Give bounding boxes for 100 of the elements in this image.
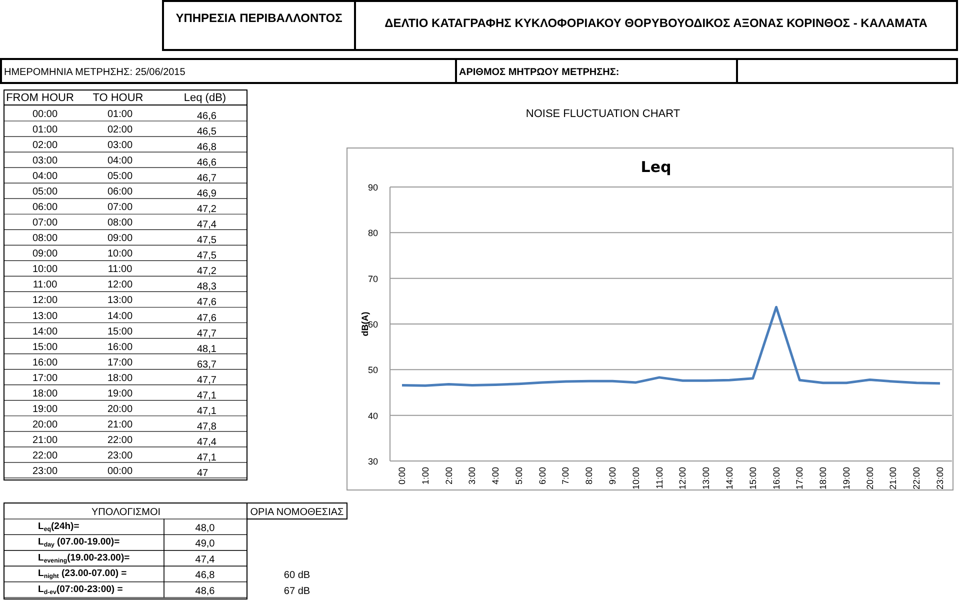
text: ΥΠΗΡΕΣΙΑ ΠΕΡΙΒΑΛΛΟΝΤΟΣ <box>176 11 342 25</box>
text: 21:00 <box>32 434 58 446</box>
x-tick-label: 21:00 <box>888 467 898 490</box>
text: 46,9 <box>197 188 217 200</box>
text: 13:00 <box>32 310 58 322</box>
text: 10:00 <box>107 248 133 260</box>
text: 47,1 <box>197 406 217 417</box>
x-tick-label: 5:00 <box>514 467 524 485</box>
x-tick-label: 18:00 <box>818 467 828 490</box>
text: 00:00 <box>107 466 133 477</box>
text: 47,5 <box>197 235 217 246</box>
text: 47,1 <box>197 390 217 402</box>
text: 06:00 <box>107 186 133 198</box>
text: 10:00 <box>32 264 58 276</box>
text: L$_{day}$ (07.00-19.00)= <box>38 536 120 549</box>
chart-title: NOISE FLUCTUATION CHART <box>526 108 680 120</box>
text: TO HOUR <box>92 92 144 104</box>
text: 18:00 <box>107 372 133 384</box>
y-tick-label: 90 <box>368 182 378 192</box>
text: 01:00 <box>107 109 133 120</box>
text: ΗΜΕΡΟΜΗΝΙΑ ΜΕΤΡΗΣΗΣ: 25/06/2015 <box>4 67 186 78</box>
y-tick-label: 50 <box>368 365 378 376</box>
text: 22:00 <box>32 450 58 462</box>
text: 21:00 <box>107 419 133 430</box>
y-axis-title: dB(A) <box>360 312 370 336</box>
text: 12:00 <box>107 280 133 291</box>
text: 47,6 <box>197 297 217 308</box>
text: 63,7 <box>197 359 217 370</box>
text: 15:00 <box>32 342 58 353</box>
text: 47,1 <box>197 452 217 464</box>
text: 47,4 <box>195 554 216 566</box>
text: 22:00 <box>107 434 133 446</box>
line-series <box>400 306 942 387</box>
y-tick-label: 80 <box>368 228 378 238</box>
x-tick-label: 16:00 <box>771 467 782 490</box>
x-tick-label: 6:00 <box>537 467 548 485</box>
text: 46,6 <box>197 158 217 169</box>
x-tick-label: 0:00 <box>397 467 407 485</box>
text: 48,6 <box>195 586 216 597</box>
text: 47,4 <box>197 220 217 231</box>
text: ΑΡΙΘΜΟΣ ΜΗΤΡΩΟΥ ΜΕΤΡΗΣΗΣ: <box>459 67 620 78</box>
text: L$_{evening}$(19.00-23.00)= <box>38 552 130 564</box>
text: 23:00 <box>107 450 133 462</box>
x-tick-label: 10:00 <box>630 467 641 490</box>
text: 19:00 <box>32 404 58 415</box>
text: 09:00 <box>32 248 58 260</box>
text: L$_{eq}$(24h)= <box>38 521 80 533</box>
x-tick-label: 12:00 <box>678 467 688 490</box>
text: 48,0 <box>195 523 216 534</box>
x-tick-label: 22:00 <box>912 467 922 490</box>
x-tick-label: 17:00 <box>794 467 805 490</box>
y-tick-label: 60 <box>368 320 378 330</box>
text: 14:00 <box>32 326 58 338</box>
text: 46,7 <box>197 173 217 184</box>
y-tick-label: 70 <box>368 274 378 284</box>
text: 20:00 <box>107 404 133 415</box>
text: 04:00 <box>32 171 58 182</box>
text: FROM HOUR <box>6 92 74 104</box>
text: 48,3 <box>197 282 217 293</box>
text: 47,5 <box>197 250 217 262</box>
text: 17:00 <box>107 357 133 368</box>
text: Leq (dB) <box>184 92 226 104</box>
text: L$_{d-ev}$(07:00-23:00) = <box>38 584 124 596</box>
text: 13:00 <box>107 295 133 306</box>
text: 09:00 <box>107 233 133 244</box>
text: 11:00 <box>32 280 58 291</box>
text: 11:00 <box>108 264 133 276</box>
text: 46,6 <box>197 111 217 122</box>
text: 47 <box>197 468 209 479</box>
text: 19:00 <box>107 388 133 400</box>
x-tick-label: 2:00 <box>444 467 454 485</box>
x-tick-label: 8:00 <box>584 467 594 485</box>
text: 47,7 <box>197 374 217 386</box>
text: 08:00 <box>32 233 58 244</box>
text: 46,8 <box>197 142 217 154</box>
text: ΥΠΟΛΟΓΙΣΜΟΙ <box>91 507 161 518</box>
x-tick-label: 19:00 <box>841 467 852 490</box>
text: 46,8 <box>195 570 216 582</box>
x-tick-label: 7:00 <box>560 467 571 485</box>
x-tick-label: 14:00 <box>724 467 734 490</box>
text: 46,5 <box>197 126 217 138</box>
x-tick-label: 11:00 <box>654 467 664 489</box>
text: 05:00 <box>107 171 133 182</box>
text: 47,2 <box>197 266 217 278</box>
x-tick-label: 1:00 <box>420 467 430 485</box>
text: 12:00 <box>32 295 58 306</box>
text: 16:00 <box>32 357 58 368</box>
text: 01:00 <box>32 124 58 136</box>
text: 67 dB <box>284 586 310 597</box>
text: 47,2 <box>197 204 217 216</box>
text: 47,6 <box>197 312 217 324</box>
x-tick-label: 3:00 <box>467 467 478 485</box>
text: 05:00 <box>32 186 58 198</box>
text: 18:00 <box>32 388 58 400</box>
text: 02:00 <box>32 140 58 152</box>
text: 07:00 <box>32 218 58 229</box>
text: 17:00 <box>32 372 58 384</box>
text: 60 dB <box>284 570 310 582</box>
text: 02:00 <box>107 124 133 136</box>
x-tick-label: 13:00 <box>701 467 712 490</box>
